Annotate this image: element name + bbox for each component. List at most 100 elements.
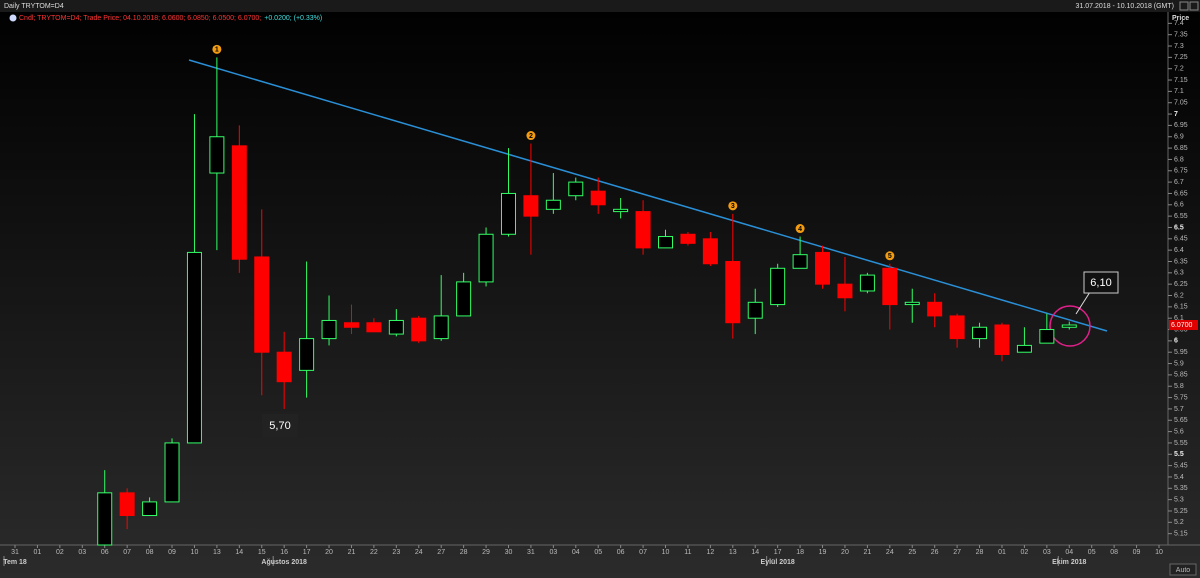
marker-label: 3 [731, 203, 735, 210]
x-tick-label: 20 [841, 549, 849, 556]
x-tick-label: 22 [370, 549, 378, 556]
candle-body [747, 301, 763, 319]
month-label: Ekim 2018 [1052, 559, 1086, 566]
y-tick-label: 7.15 [1174, 77, 1188, 84]
window-button[interactable] [1189, 1, 1199, 11]
x-tick-label: 17 [774, 549, 782, 556]
candle-body [142, 501, 158, 517]
x-tick-label: 05 [1088, 549, 1096, 556]
x-tick-label: 27 [953, 549, 961, 556]
month-label: Ağustos 2018 [261, 559, 307, 566]
y-tick-label: 6.95 [1174, 122, 1188, 129]
x-tick-label: 14 [235, 549, 243, 556]
auto-button[interactable] [1169, 563, 1197, 576]
y-tick-label: 5.8 [1174, 383, 1184, 390]
x-tick-label: 02 [56, 549, 64, 556]
x-tick-label: 07 [639, 549, 647, 556]
candle-body [613, 208, 629, 213]
candle-body [792, 254, 808, 269]
candle-body [590, 190, 606, 206]
x-tick-label: 07 [123, 549, 131, 556]
y-tick-label: 6.3 [1174, 270, 1184, 277]
legend-change: +0.0200; (+0.33%) [264, 15, 322, 22]
marker-label: 1 [215, 47, 219, 54]
auto-label[interactable]: Auto [1176, 567, 1191, 574]
x-tick-label: 10 [662, 549, 670, 556]
legend-text: Cndl; TRYTOM=D4; Trade Price; 04.10.2018… [19, 15, 261, 22]
marker-label: 2 [529, 133, 533, 140]
candle-body [433, 315, 449, 340]
candle-body [635, 211, 651, 249]
x-tick-label: 25 [908, 549, 916, 556]
y-tick-label: 5.75 [1174, 394, 1188, 401]
x-tick-label: 04 [572, 549, 580, 556]
y-tick-label: 5.85 [1174, 372, 1188, 379]
y-tick-label: 5.35 [1174, 485, 1188, 492]
candle-body [276, 351, 292, 383]
window-button[interactable] [1179, 1, 1189, 11]
y-tick-label: 6.2 [1174, 292, 1184, 299]
x-tick-label: 26 [931, 549, 939, 556]
x-tick-label: 23 [392, 549, 400, 556]
x-tick-label: 18 [796, 549, 804, 556]
x-tick-label: 31 [527, 549, 535, 556]
x-tick-label: 12 [706, 549, 714, 556]
legend-icon [9, 14, 17, 22]
annotation: 5,70 [269, 420, 290, 432]
candle-body [859, 274, 875, 292]
x-tick-label: 24 [886, 549, 894, 556]
month-label: Eylül 2018 [761, 559, 795, 566]
annotation-box [1083, 271, 1119, 294]
y-tick-label: 6.8 [1174, 156, 1184, 163]
trend-line [188, 59, 1108, 332]
candle-body [209, 136, 225, 174]
candle-body [1061, 324, 1077, 328]
candle-body [186, 251, 202, 444]
x-tick-label: 29 [482, 549, 490, 556]
y-tick-label: 6.65 [1174, 190, 1188, 197]
annotation-box [262, 414, 298, 437]
candle-body [949, 315, 965, 340]
y-tick-label: 7.1 [1174, 88, 1184, 95]
y-tick-label: 6.15 [1174, 304, 1188, 311]
candle-body [478, 233, 494, 283]
y-tick-label: 7.4 [1174, 20, 1184, 27]
x-tick-label: 10 [1155, 549, 1163, 556]
chart-title: Daily TRYTOM=D4 [4, 3, 64, 10]
y-tick-label: 6.85 [1174, 145, 1188, 152]
y-tick-label: 7.05 [1174, 100, 1188, 107]
x-tick-label: 01 [34, 549, 42, 556]
candle-body [972, 326, 988, 340]
x-tick-label: 16 [280, 549, 288, 556]
candle-body [680, 233, 696, 244]
candle-body [837, 283, 853, 299]
x-tick-label: 02 [1021, 549, 1029, 556]
y-tick-label: 6.7 [1174, 179, 1184, 186]
y-tick-label: 7.25 [1174, 54, 1188, 61]
candle-body [1039, 329, 1055, 344]
x-tick-label: 31 [11, 549, 19, 556]
candle-body [254, 256, 270, 353]
x-tick-label: 17 [303, 549, 311, 556]
y-tick-label: 5.45 [1174, 462, 1188, 469]
x-tick-label: 03 [549, 549, 557, 556]
y-tick-label: 5.95 [1174, 349, 1188, 356]
x-tick-label: 09 [168, 549, 176, 556]
candle-body [658, 236, 674, 249]
x-tick-label: 09 [1133, 549, 1141, 556]
marker [795, 224, 805, 234]
callout-line [1075, 291, 1091, 315]
x-tick-label: 08 [146, 549, 154, 556]
marker [212, 44, 222, 54]
candle-body [343, 322, 359, 328]
y-tick-label: 6.75 [1174, 168, 1188, 175]
y-tick-label: 6.6 [1174, 202, 1184, 209]
marker [526, 131, 536, 141]
y-tick-label: 6.45 [1174, 236, 1188, 243]
x-tick-label: 11 [684, 549, 691, 556]
y-tick-label: 5.15 [1174, 531, 1188, 538]
y-tick-label: 7.3 [1174, 43, 1184, 50]
candle-body [702, 238, 718, 265]
x-tick-label: 13 [729, 549, 737, 556]
